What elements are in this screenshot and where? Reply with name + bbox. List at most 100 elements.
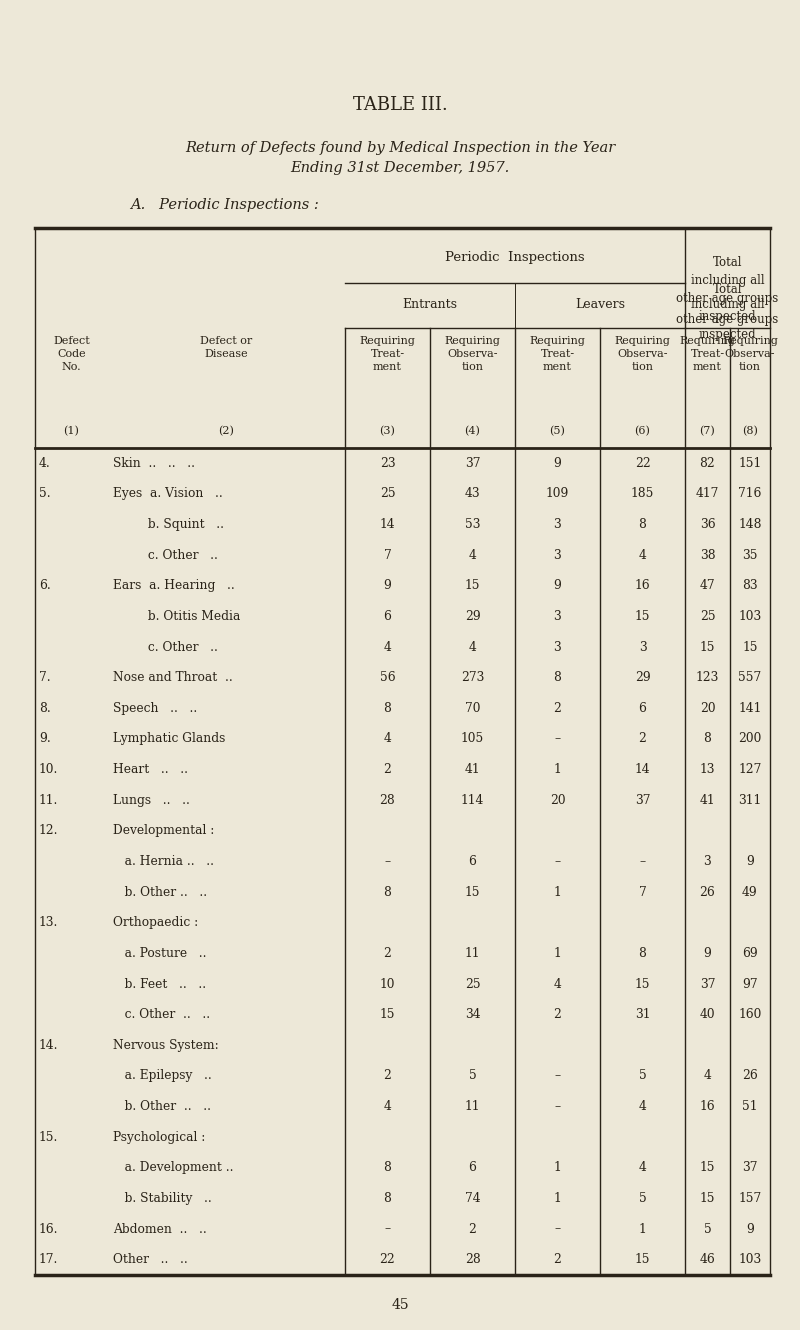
Text: 41: 41 [700,794,715,807]
Text: 1: 1 [638,1222,646,1236]
Text: 185: 185 [631,487,654,500]
Text: 2: 2 [383,763,391,777]
Text: 26: 26 [700,886,715,899]
Text: 109: 109 [546,487,569,500]
Text: 22: 22 [634,456,650,469]
Text: 141: 141 [738,702,762,714]
Text: Entrants: Entrants [402,298,458,311]
Text: 23: 23 [380,456,395,469]
Text: 2: 2 [469,1222,477,1236]
Text: Leavers: Leavers [575,298,625,311]
Text: 2: 2 [383,947,391,960]
Text: 49: 49 [742,886,758,899]
Text: (7): (7) [700,426,715,436]
Text: 1: 1 [554,947,562,960]
Text: 16.: 16. [39,1222,58,1236]
Text: 123: 123 [696,672,719,684]
Text: 2: 2 [638,733,646,746]
Text: Requiring
Treat-
ment: Requiring Treat- ment [530,336,586,371]
Text: 15: 15 [465,886,480,899]
Text: 9: 9 [746,855,754,868]
Text: Skin  ..   ..   ..: Skin .. .. .. [113,456,195,469]
Text: –: – [385,855,390,868]
Text: 127: 127 [738,763,762,777]
Text: 14.: 14. [39,1039,58,1052]
Text: 4: 4 [383,1100,391,1113]
Text: 3: 3 [638,641,646,653]
Text: 97: 97 [742,978,758,991]
Text: 82: 82 [700,456,715,469]
Text: 13: 13 [700,763,715,777]
Text: 8: 8 [638,947,646,960]
Text: 6: 6 [469,855,477,868]
Text: 34: 34 [465,1008,480,1021]
Text: 417: 417 [696,487,719,500]
Text: 14: 14 [634,763,650,777]
Text: Developmental :: Developmental : [113,825,214,838]
Text: a. Development ..: a. Development .. [113,1161,234,1174]
Text: 160: 160 [738,1008,762,1021]
Text: 5.: 5. [39,487,50,500]
Text: 15: 15 [700,1192,715,1205]
Text: 716: 716 [738,487,762,500]
Text: (5): (5) [550,426,566,436]
Text: TABLE III.: TABLE III. [353,96,447,114]
Text: (4): (4) [465,426,481,436]
Text: 6: 6 [383,610,391,622]
Text: 47: 47 [700,580,715,592]
Text: 8: 8 [383,1192,391,1205]
Text: 22: 22 [380,1253,395,1266]
Text: c. Other   ..: c. Other .. [113,549,218,561]
Text: 37: 37 [700,978,715,991]
Text: 8: 8 [638,519,646,531]
Text: Periodic  Inspections: Periodic Inspections [445,251,585,265]
Text: –: – [554,1222,561,1236]
Text: –: – [554,733,561,746]
Text: Lymphatic Glands: Lymphatic Glands [113,733,226,746]
Text: Requiring
Observa-
tion: Requiring Observa- tion [445,336,501,371]
Text: Psychological :: Psychological : [113,1130,206,1144]
Text: 15: 15 [700,1161,715,1174]
Text: 16: 16 [634,580,650,592]
Text: 25: 25 [380,487,395,500]
Text: 69: 69 [742,947,758,960]
Text: 15: 15 [380,1008,395,1021]
Text: 157: 157 [738,1192,762,1205]
Text: Requiring
Observa-
tion: Requiring Observa- tion [614,336,670,371]
Text: 7: 7 [384,549,391,561]
Text: Defect
Code
No.: Defect Code No. [53,336,90,371]
Text: 74: 74 [465,1192,480,1205]
Text: 4: 4 [469,549,477,561]
Text: 15: 15 [700,641,715,653]
Text: 29: 29 [465,610,480,622]
Text: 10: 10 [380,978,395,991]
Text: 13.: 13. [39,916,58,930]
Text: 36: 36 [700,519,715,531]
Text: 14: 14 [380,519,395,531]
Text: (6): (6) [634,426,650,436]
Text: 1: 1 [554,1161,562,1174]
Text: a. Epilepsy   ..: a. Epilepsy .. [113,1069,212,1083]
Text: Ears  a. Hearing   ..: Ears a. Hearing .. [113,580,234,592]
Text: Requiring
Treat-
ment: Requiring Treat- ment [359,336,415,371]
Text: 4: 4 [469,641,477,653]
Text: 273: 273 [461,672,484,684]
Text: Nervous System:: Nervous System: [113,1039,218,1052]
Text: Lungs   ..   ..: Lungs .. .. [113,794,190,807]
Text: 51: 51 [742,1100,758,1113]
Text: b. Feet   ..   ..: b. Feet .. .. [113,978,206,991]
Text: 114: 114 [461,794,484,807]
Text: Eyes  a. Vision   ..: Eyes a. Vision .. [113,487,222,500]
Text: Other   ..   ..: Other .. .. [113,1253,188,1266]
Text: Return of Defects found by Medical Inspection in the Year: Return of Defects found by Medical Inspe… [185,141,615,156]
Text: Defect or
Disease: Defect or Disease [200,336,253,359]
Text: 9.: 9. [39,733,50,746]
Text: a. Hernia ..   ..: a. Hernia .. .. [113,855,214,868]
Text: 8: 8 [383,886,391,899]
Text: 43: 43 [465,487,480,500]
Text: 9: 9 [703,947,711,960]
Text: 8.: 8. [39,702,50,714]
Text: 4.: 4. [39,456,50,469]
Text: Total
including all
other age groups
inspected: Total including all other age groups ins… [676,283,778,340]
Text: 15: 15 [634,610,650,622]
